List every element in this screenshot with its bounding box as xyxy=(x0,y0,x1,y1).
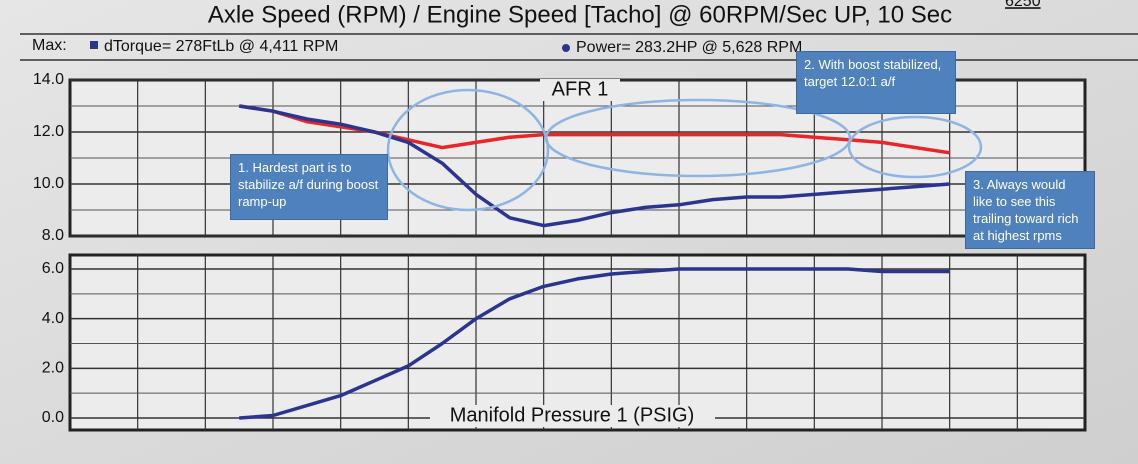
title-backing xyxy=(430,405,715,427)
y-tick-label: 8.0 xyxy=(42,227,64,244)
plot-title: AFR 1 xyxy=(552,78,609,100)
plot-area xyxy=(68,253,1087,432)
y-tick-label: 2.0 xyxy=(42,360,64,377)
data-line xyxy=(238,104,950,228)
y-tick-label: 14.0 xyxy=(33,71,64,88)
title-backing xyxy=(540,79,620,101)
torque-marker xyxy=(90,41,98,49)
highlight-ellipse xyxy=(847,115,983,179)
y-tick-label: 4.0 xyxy=(42,310,64,327)
y-tick-label: 0.0 xyxy=(42,409,64,426)
highlight-ellipse xyxy=(386,88,550,212)
annotation: 3. Always would like to see this trailin… xyxy=(965,171,1095,249)
data-line xyxy=(239,267,950,420)
highlights xyxy=(386,88,983,212)
chart-title: Axle Speed (RPM) / Engine Speed [Tacho] … xyxy=(208,1,952,28)
y-tick-label: 6.0 xyxy=(42,260,64,277)
torque-label: dTorque= 278FtLb @ 4,411 RPM xyxy=(104,38,338,55)
highlight-ellipse xyxy=(544,98,852,178)
power-marker xyxy=(562,44,570,52)
annotation: 1. Hardest part is to stabilize a/f duri… xyxy=(230,154,388,220)
power-label: Power= 283.2HP @ 5,628 RPM xyxy=(576,39,802,56)
y-tick-label: 10.0 xyxy=(33,175,64,192)
corner-label: 6250 xyxy=(1005,0,1041,10)
annotation: 2. With boost stabilized, target 12.0:1 … xyxy=(796,51,956,114)
max-label: Max: xyxy=(32,37,67,54)
y-tick-label: 12.0 xyxy=(33,123,64,140)
plot-title: Manifold Pressure 1 (PSIG) xyxy=(450,404,695,426)
